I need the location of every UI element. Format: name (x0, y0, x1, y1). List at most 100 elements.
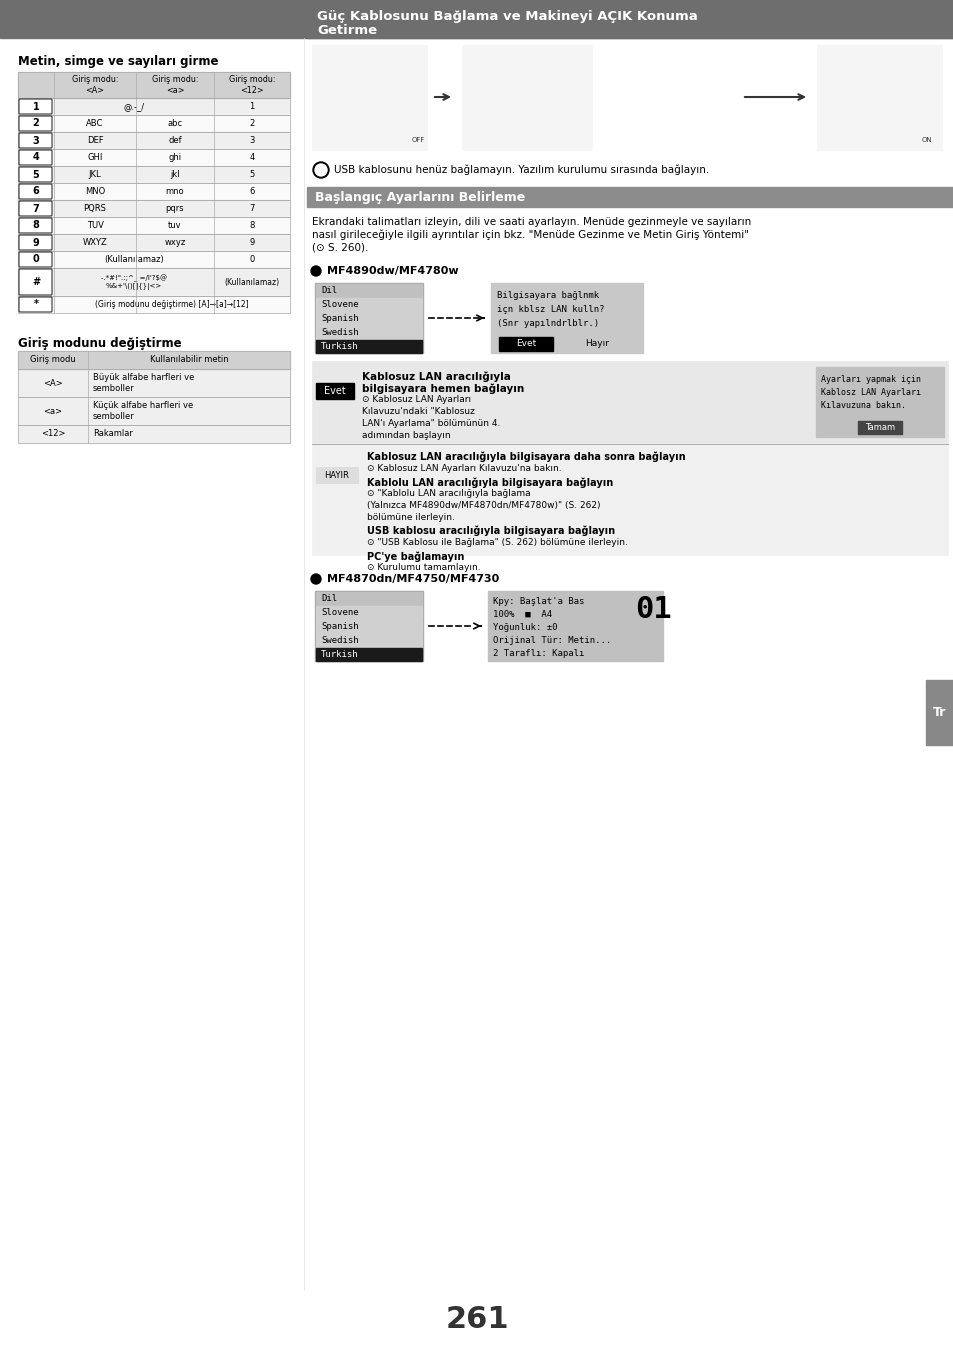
Bar (315, 634, 421, 647)
Text: 5: 5 (32, 170, 39, 179)
Bar (18, 98, 290, 115)
Bar (315, 648, 421, 661)
Text: USB kablosunu henüz bağlamayın. Yazılım kurulumu sırasında bağlayın.: USB kablosunu henüz bağlamayın. Yazılım … (334, 164, 708, 175)
Bar (18, 425, 290, 443)
Text: PQRS: PQRS (84, 204, 107, 213)
Text: -.*#!".:;^_ =/l'?$@
%&+'\()[]{}|<>: -.*#!".:;^_ =/l'?$@ %&+'\()[]{}|<> (101, 274, 167, 290)
Bar (18, 98, 290, 115)
Bar (461, 44, 592, 150)
Text: OFF: OFF (412, 137, 425, 143)
Text: jkl: jkl (170, 170, 179, 179)
Text: @.-_/: @.-_/ (123, 102, 145, 111)
Text: Bilgisayara bağlnmk: Bilgisayara bağlnmk (497, 291, 598, 301)
Text: Hayır: Hayır (584, 340, 608, 349)
Bar (18, 268, 290, 297)
Bar (18, 235, 290, 251)
Bar (18, 115, 290, 132)
Text: Tamam: Tamam (864, 423, 894, 431)
Text: 01: 01 (635, 594, 671, 624)
Text: TUV: TUV (87, 221, 103, 231)
Text: LAN'ı Ayarlama" bölümünün 4.: LAN'ı Ayarlama" bölümünün 4. (361, 419, 500, 429)
Text: 6: 6 (32, 186, 39, 197)
Bar (18, 150, 290, 166)
Text: Büyük alfabe harfleri ve
semboller: Büyük alfabe harfleri ve semboller (92, 373, 194, 392)
Text: Güç Kablosunu Bağlama ve Makineyi AÇIK Konuma: Güç Kablosunu Bağlama ve Makineyi AÇIK K… (316, 9, 697, 23)
Text: abc: abc (168, 119, 182, 128)
Text: MF4890dw/MF4780w: MF4890dw/MF4780w (327, 266, 458, 276)
Bar (314, 283, 422, 353)
Text: (Giriş modunu değiştirme) [A]→[a]→[12]: (Giriş modunu değiştirme) [A]→[a]→[12] (95, 301, 249, 309)
Text: Tr: Tr (932, 706, 945, 718)
Text: Evet: Evet (516, 340, 536, 349)
Text: içn kblsz LAN kulln?: içn kblsz LAN kulln? (497, 305, 604, 314)
Text: Kpy: Başlat'a Bas: Kpy: Başlat'a Bas (493, 597, 584, 607)
Text: (Kullanılamaz): (Kullanılamaz) (224, 278, 279, 287)
Text: mno: mno (166, 187, 184, 195)
Text: wxyz: wxyz (164, 239, 186, 247)
Bar (498, 337, 553, 350)
Text: Evet: Evet (324, 386, 346, 396)
Text: Kılavuzu'ndaki "Kablosuz: Kılavuzu'ndaki "Kablosuz (361, 407, 475, 417)
Text: Dil: Dil (320, 594, 336, 603)
Text: 9: 9 (32, 237, 39, 248)
FancyBboxPatch shape (19, 235, 52, 249)
Text: #: # (31, 276, 40, 287)
Text: 7: 7 (249, 204, 254, 213)
Text: (Snr yapılndrlblr.): (Snr yapılndrlblr.) (497, 319, 598, 328)
Text: Slovene: Slovene (320, 608, 358, 617)
Text: *: * (33, 299, 38, 310)
Bar (307, 0, 953, 38)
Text: ⊙ Kurulumu tamamlayın.: ⊙ Kurulumu tamamlayın. (367, 563, 480, 572)
Text: Giriş modu:
<A>: Giriş modu: <A> (71, 75, 118, 94)
Text: Dil: Dil (320, 286, 336, 295)
Bar (18, 166, 290, 183)
Text: Giriş modunu değiştirme: Giriş modunu değiştirme (18, 337, 181, 350)
FancyBboxPatch shape (19, 133, 52, 148)
Text: ⊙ "Kablolu LAN aracılığıyla bağlama: ⊙ "Kablolu LAN aracılığıyla bağlama (367, 489, 530, 497)
Text: 9: 9 (249, 239, 254, 247)
Text: Metin, simge ve sayıları girme: Metin, simge ve sayıları girme (18, 55, 218, 67)
Bar (18, 398, 290, 425)
Bar (18, 200, 290, 217)
Text: 0: 0 (32, 255, 39, 264)
Text: 1: 1 (32, 101, 39, 112)
Text: ⊙ "USB Kablosu ile Bağlama" (S. 262) bölümüne ilerleyin.: ⊙ "USB Kablosu ile Bağlama" (S. 262) böl… (367, 538, 627, 547)
Bar (815, 367, 943, 437)
Text: 4: 4 (32, 152, 39, 163)
Text: 2: 2 (32, 119, 39, 128)
Bar (18, 166, 290, 183)
Text: Turkish: Turkish (320, 650, 358, 659)
Text: Kablosuz LAN aracılığıyla bilgisayara daha sonra bağlayın: Kablosuz LAN aracılığıyla bilgisayara da… (367, 452, 685, 461)
Circle shape (311, 574, 320, 584)
Bar (315, 298, 421, 311)
Bar (18, 251, 290, 268)
Bar (18, 217, 290, 235)
Text: 4: 4 (249, 154, 254, 162)
FancyBboxPatch shape (19, 98, 52, 115)
Text: 0: 0 (249, 255, 254, 264)
Text: Orijinal Tür: Metin...: Orijinal Tür: Metin... (493, 636, 611, 644)
Bar (18, 115, 290, 132)
Text: Kılavuzuna bakın.: Kılavuzuna bakın. (821, 400, 905, 410)
Text: ⊙ Kablosuz LAN Ayarları: ⊙ Kablosuz LAN Ayarları (361, 395, 471, 404)
Bar (18, 398, 290, 425)
FancyBboxPatch shape (19, 167, 52, 182)
Text: 261: 261 (445, 1305, 508, 1335)
Bar (315, 326, 421, 338)
Text: bilgisayara hemen bağlayın: bilgisayara hemen bağlayın (361, 383, 524, 394)
Text: Başlangıç Ayarlarını Belirleme: Başlangıç Ayarlarını Belirleme (314, 190, 525, 204)
Bar (18, 132, 290, 150)
FancyBboxPatch shape (19, 218, 52, 233)
Text: 2 Taraflı: Kapalı: 2 Taraflı: Kapalı (493, 648, 584, 658)
Bar (18, 132, 290, 150)
Bar (312, 445, 947, 555)
Text: pqrs: pqrs (166, 204, 184, 213)
Bar (18, 71, 290, 98)
FancyBboxPatch shape (19, 201, 52, 216)
Text: WXYZ: WXYZ (83, 239, 108, 247)
Text: Swedish: Swedish (320, 636, 358, 644)
Text: GHI: GHI (88, 154, 103, 162)
Text: Slovene: Slovene (320, 301, 358, 309)
Circle shape (311, 266, 320, 276)
Text: ABC: ABC (86, 119, 104, 128)
